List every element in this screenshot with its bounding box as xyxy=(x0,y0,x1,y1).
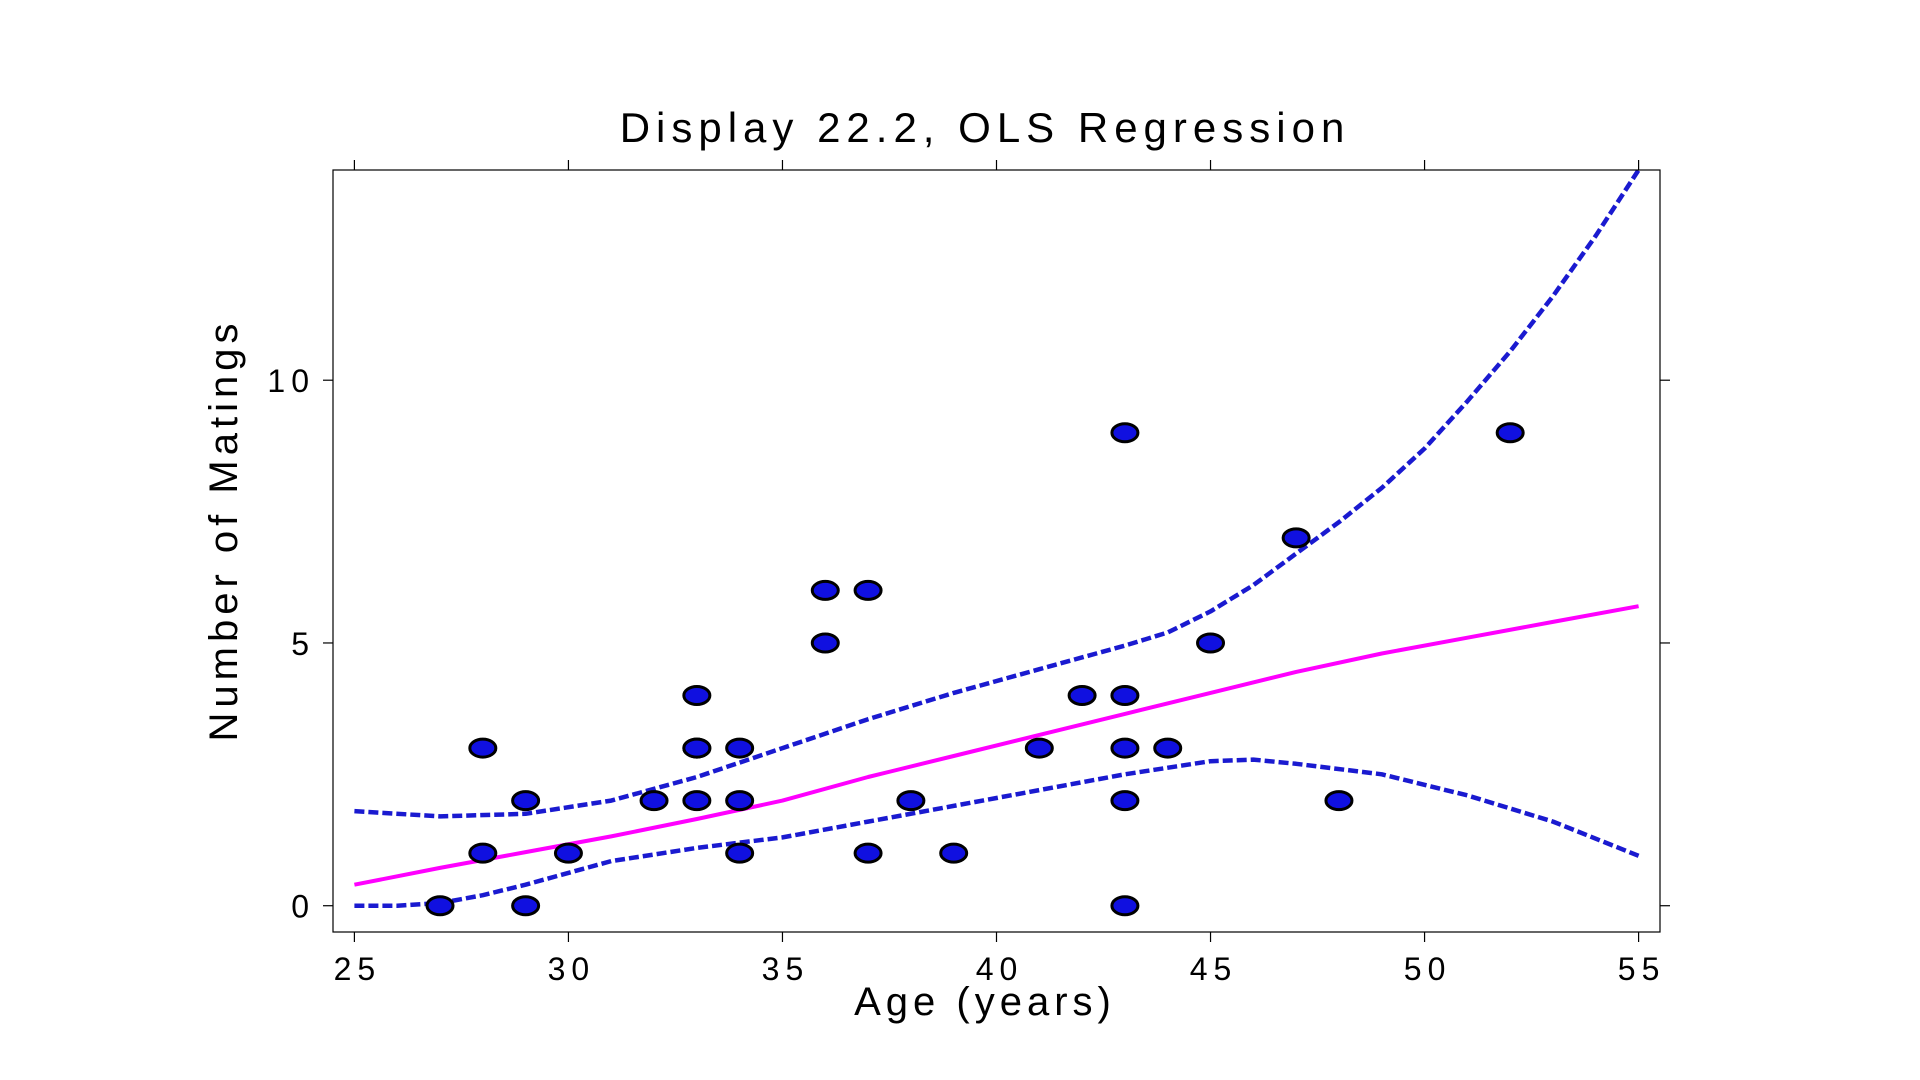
y-tick-label: 0 xyxy=(291,889,315,925)
y-tick-label: 10 xyxy=(267,363,315,399)
data-point xyxy=(1110,685,1140,707)
fit-line xyxy=(354,604,1639,887)
data-point xyxy=(1324,790,1354,812)
data-point xyxy=(1110,737,1140,759)
data-point xyxy=(853,579,883,601)
data-point xyxy=(682,737,712,759)
data-point xyxy=(1281,527,1311,549)
data-point xyxy=(682,790,712,812)
data-point xyxy=(725,737,755,759)
data-point xyxy=(810,632,840,654)
x-axis-label: Age (years) xyxy=(854,980,1116,1024)
data-point xyxy=(511,790,541,812)
data-point xyxy=(1110,895,1140,917)
plot-area xyxy=(354,170,1641,917)
data-point xyxy=(553,842,583,864)
y-tick-label: 5 xyxy=(291,626,315,662)
data-point xyxy=(468,842,498,864)
data-point xyxy=(1110,422,1140,444)
x-tick-label: 30 xyxy=(548,951,596,987)
data-point xyxy=(1110,790,1140,812)
confidence-band-lower xyxy=(354,757,1640,908)
x-tick-label: 25 xyxy=(334,951,382,987)
data-point xyxy=(682,685,712,707)
axes: 25 30 35 40 45 50 55 0 5 10 xyxy=(267,160,1670,987)
data-point xyxy=(1196,632,1226,654)
data-point xyxy=(425,895,455,917)
data-point xyxy=(939,842,969,864)
data-point xyxy=(896,790,926,812)
x-tick-label: 55 xyxy=(1618,951,1666,987)
plot-frame xyxy=(332,169,1661,933)
data-point xyxy=(468,737,498,759)
data-point xyxy=(810,579,840,601)
data-point xyxy=(725,842,755,864)
data-point xyxy=(853,842,883,864)
x-tick-label: 45 xyxy=(1190,951,1238,987)
data-point xyxy=(1153,737,1183,759)
chart-title: Display 22.2, OLS Regression xyxy=(620,104,1351,151)
x-tick-label: 40 xyxy=(976,951,1024,987)
data-point xyxy=(639,790,669,812)
x-tick-label: 35 xyxy=(762,951,810,987)
data-point xyxy=(1067,685,1097,707)
confidence-band-upper xyxy=(354,170,1641,819)
data-point xyxy=(1495,422,1525,444)
y-axis-label: Number of Matings xyxy=(202,319,246,742)
data-point xyxy=(511,895,541,917)
data-point xyxy=(1024,737,1054,759)
x-tick-label: 50 xyxy=(1404,951,1452,987)
data-point xyxy=(725,790,755,812)
